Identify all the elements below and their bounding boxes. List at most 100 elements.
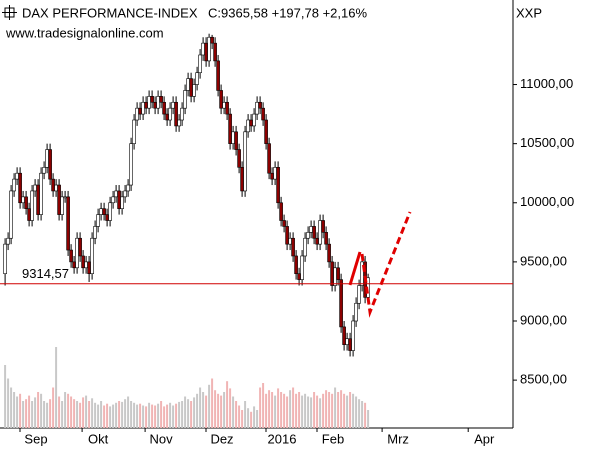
volume-bar <box>46 402 49 428</box>
candle-body <box>45 149 49 168</box>
volume-bar <box>340 390 343 428</box>
volume-bar <box>310 397 313 428</box>
candle-body <box>81 255 85 269</box>
volume-bar <box>10 387 13 428</box>
volume-bar <box>361 401 364 428</box>
candle-body <box>63 196 67 199</box>
candle-body <box>189 78 193 97</box>
volume-bar <box>28 395 31 428</box>
volume-bar <box>286 396 289 428</box>
candle-body <box>42 166 46 174</box>
volume-bar <box>133 402 136 428</box>
candle-body <box>99 208 103 215</box>
candle-body <box>159 96 163 103</box>
candle-body <box>285 226 289 245</box>
volume-bar <box>322 393 325 428</box>
volume-bar <box>55 347 58 428</box>
volume-bar <box>238 405 241 428</box>
volume-bar <box>208 384 211 428</box>
candle-body <box>108 202 112 221</box>
volume-bar <box>334 387 337 428</box>
candle-body <box>333 267 337 286</box>
candle-body <box>231 131 235 144</box>
chart-title: DAX PERFORMANCE-INDEX <box>22 5 198 20</box>
candle-body <box>102 208 106 215</box>
candle-body <box>282 220 286 227</box>
candle-body <box>318 220 322 245</box>
candle-body <box>297 273 301 280</box>
volume-bar <box>223 392 226 428</box>
volume-bar <box>70 396 73 428</box>
candle-body <box>345 338 349 345</box>
candle-body <box>291 237 295 257</box>
volume-bar <box>151 404 154 428</box>
candle-body <box>255 101 259 115</box>
volume-bar <box>148 402 151 428</box>
candle-body <box>339 279 343 328</box>
volume-bar <box>187 399 190 428</box>
volume-bar <box>256 410 259 428</box>
volume-bar <box>217 393 220 428</box>
candle-body <box>342 326 346 345</box>
candle-body <box>123 190 127 198</box>
x-tick-label: Okt <box>88 431 109 446</box>
candle-body <box>171 101 175 109</box>
candle-body <box>252 113 256 127</box>
volume-bar <box>364 402 367 428</box>
volume-bar <box>250 411 253 428</box>
volume-bar <box>190 401 193 428</box>
volume-bar <box>163 406 166 428</box>
volume-bar <box>124 399 127 428</box>
projection <box>348 211 412 318</box>
candle-body <box>168 107 172 121</box>
candle-body <box>135 107 139 121</box>
candle-body <box>162 101 166 115</box>
volume-bar <box>136 404 139 428</box>
candle-body <box>78 237 82 257</box>
volume-bar <box>19 393 22 428</box>
volume-bar <box>91 398 94 428</box>
candle-body <box>48 149 52 180</box>
volume-bar <box>277 388 280 428</box>
volume-bar <box>130 401 133 428</box>
x-tick-label: Sep <box>24 431 47 446</box>
volume-bar <box>49 399 52 428</box>
volume-bar <box>109 406 112 428</box>
x-tick-label: Apr <box>474 431 495 446</box>
candle-body <box>174 101 178 127</box>
candle-body <box>300 255 304 280</box>
candle-body <box>3 243 7 275</box>
volume-bar <box>268 390 271 428</box>
volume-bar <box>319 398 322 428</box>
volume-bar <box>76 401 79 428</box>
volume-bar <box>349 392 352 428</box>
volume-bar <box>82 397 85 428</box>
candle-body <box>186 78 190 91</box>
volume-bar <box>259 387 262 428</box>
x-tick-label: Nov <box>150 431 174 446</box>
candle-body <box>87 261 91 275</box>
candle-body <box>306 232 310 239</box>
volume-bar <box>52 387 55 428</box>
volume-bar <box>184 396 187 428</box>
candle-body <box>276 166 280 204</box>
candle-body <box>219 90 223 109</box>
volume-bar <box>103 405 106 428</box>
y-tick-label: 8500,00 <box>520 372 567 387</box>
candle-body <box>126 184 130 192</box>
volume-bar <box>61 401 64 428</box>
candle-body <box>147 96 151 109</box>
candle-body <box>294 255 298 275</box>
x-tick-label: 2016 <box>268 431 297 446</box>
candle-body <box>228 113 232 144</box>
candle-body <box>240 166 244 192</box>
volume-bar <box>73 399 76 428</box>
candle-body <box>9 190 13 239</box>
volume-bar <box>265 393 268 428</box>
candle-body <box>288 237 292 245</box>
volume-bar <box>7 378 10 428</box>
volume-bar <box>127 396 130 428</box>
candle-body <box>6 237 10 245</box>
candle-body <box>84 261 88 269</box>
